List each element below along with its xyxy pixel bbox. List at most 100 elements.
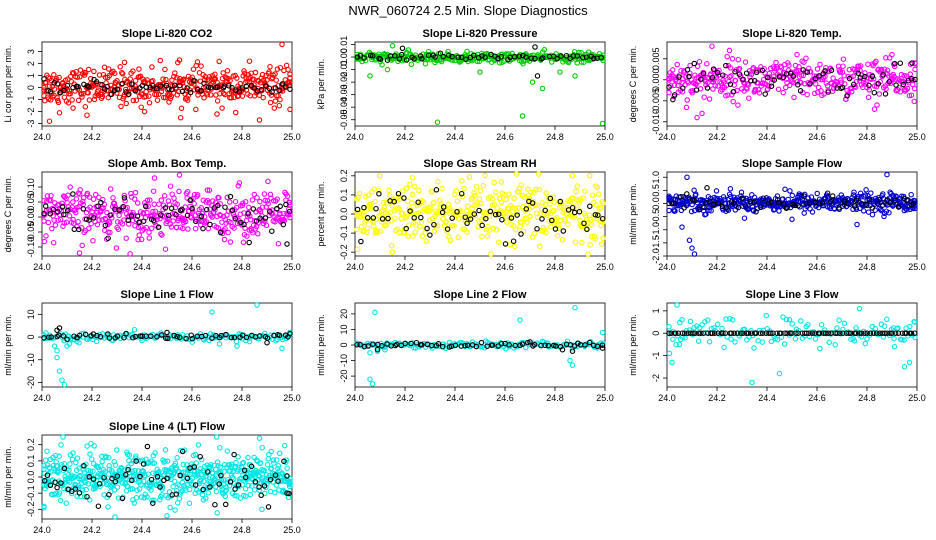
data-point — [113, 245, 120, 251]
data-point — [532, 55, 538, 62]
data-point — [190, 482, 196, 488]
data-point — [216, 58, 222, 65]
data-point — [233, 204, 240, 211]
data-point — [120, 203, 127, 210]
x-tick-label: 24.4 — [446, 132, 464, 142]
x-tick-label: 25.0 — [283, 525, 301, 535]
data-point — [287, 211, 293, 218]
data-point — [900, 81, 907, 88]
data-point — [45, 219, 52, 226]
data-point — [170, 218, 176, 224]
data-point — [518, 231, 524, 237]
data-point — [357, 342, 363, 348]
series-all — [666, 302, 918, 386]
data-point — [172, 70, 178, 76]
data-point — [449, 53, 455, 60]
data-point — [268, 465, 275, 472]
data-point — [225, 81, 232, 87]
data-point — [431, 221, 437, 228]
data-point — [76, 332, 83, 339]
data-point — [751, 345, 757, 351]
data-point — [55, 217, 61, 223]
data-point — [821, 91, 827, 97]
data-point — [157, 496, 163, 503]
data-point — [66, 88, 73, 94]
data-point — [446, 52, 452, 59]
data-point — [483, 215, 489, 222]
data-point — [471, 211, 478, 217]
data-point — [806, 330, 812, 336]
data-point — [123, 235, 129, 241]
data-point — [164, 513, 170, 519]
data-point — [862, 192, 869, 198]
data-point — [85, 66, 92, 73]
x-tick-label: 24.6 — [496, 262, 514, 272]
y-tick-label: -10 — [339, 354, 349, 367]
data-point — [84, 112, 90, 118]
data-point — [215, 225, 222, 231]
data-point — [892, 197, 899, 203]
series-all — [41, 302, 293, 388]
data-point — [748, 71, 755, 78]
series-overlay — [666, 185, 917, 215]
data-point — [114, 473, 121, 479]
data-point — [114, 86, 121, 92]
data-point — [405, 233, 411, 239]
data-point — [148, 333, 154, 339]
data-point — [891, 343, 898, 350]
x-tick-label: 24.8 — [858, 262, 876, 272]
data-point — [284, 241, 290, 247]
data-point — [876, 196, 883, 203]
data-point — [55, 99, 62, 106]
data-point — [210, 198, 216, 204]
data-point — [674, 61, 680, 68]
data-point — [241, 221, 247, 228]
data-point — [763, 81, 769, 88]
data-point — [77, 187, 83, 193]
data-point — [158, 332, 165, 338]
data-point — [74, 74, 80, 80]
data-point — [99, 458, 105, 465]
data-point — [882, 83, 888, 89]
y-tick-label: -3 — [26, 120, 36, 128]
data-point — [146, 229, 152, 236]
data-point — [180, 461, 187, 468]
data-point — [552, 226, 559, 232]
data-point — [704, 61, 710, 67]
data-point — [190, 66, 197, 72]
data-point — [362, 219, 368, 225]
data-point — [438, 201, 444, 207]
data-point — [99, 82, 105, 88]
data-point — [447, 237, 454, 244]
data-point — [422, 60, 429, 67]
data-point — [152, 208, 159, 214]
data-point — [255, 231, 261, 237]
data-point — [107, 186, 114, 192]
data-point — [498, 199, 505, 206]
data-point — [490, 225, 497, 232]
data-point — [91, 443, 97, 449]
data-point — [285, 66, 291, 73]
data-point — [846, 75, 853, 82]
data-point — [174, 201, 180, 207]
data-point — [598, 54, 604, 61]
data-point — [804, 69, 811, 75]
data-point — [224, 68, 231, 74]
data-point — [226, 199, 233, 205]
data-point — [138, 104, 144, 110]
data-point — [868, 190, 874, 196]
data-point — [86, 225, 92, 232]
data-point — [832, 342, 838, 348]
data-point — [869, 73, 876, 80]
data-point — [538, 206, 545, 213]
data-point — [132, 333, 139, 340]
data-point — [98, 463, 104, 469]
data-point — [547, 201, 553, 207]
data-point — [558, 53, 564, 59]
data-point — [830, 75, 836, 81]
data-point — [771, 77, 778, 83]
data-point — [582, 342, 588, 348]
data-point — [418, 342, 425, 348]
series-overlay — [354, 339, 606, 354]
y-tick-label: -0.05 — [339, 109, 349, 130]
